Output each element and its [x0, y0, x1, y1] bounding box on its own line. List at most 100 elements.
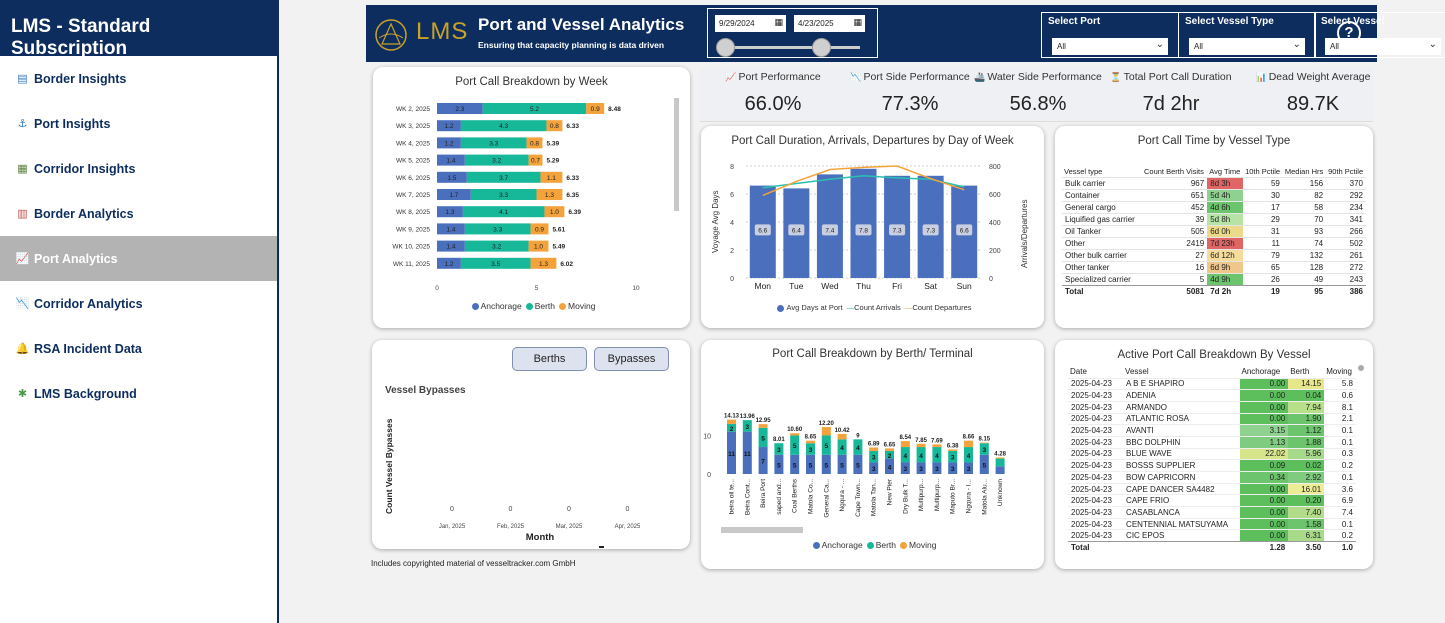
- table-cell: General cargo: [1062, 200, 1142, 213]
- table-cell: 8.1: [1324, 400, 1356, 414]
- anchor-icon: ⚓: [17, 118, 28, 130]
- table-cell: 651: [1142, 188, 1208, 201]
- day-label: Mon: [755, 281, 772, 291]
- bar-a: [437, 240, 465, 252]
- x-tick: 0: [435, 285, 439, 292]
- help-icon[interactable]: ?: [1337, 21, 1361, 45]
- table-cell: 58: [1282, 200, 1327, 213]
- week-label: WK 7, 2025: [396, 192, 430, 199]
- berth-horizontal-scrollbar[interactable]: [721, 527, 803, 533]
- bar-value-label: 3.3: [499, 192, 508, 199]
- active-scroll-indicator[interactable]: [1358, 365, 1364, 371]
- sidebar-item-lms-background[interactable]: ✱ LMS Background: [0, 371, 277, 416]
- berth-bar-label: 3: [745, 424, 749, 431]
- month-label: Feb, 2025: [497, 524, 525, 530]
- bar-total-label: 6.02: [560, 261, 573, 268]
- table-cell: 292: [1326, 188, 1366, 201]
- legend-label: Count Arrivals: [854, 303, 901, 312]
- avg-days-label: 7.4: [825, 227, 834, 234]
- berth-bar-label: 5: [840, 462, 844, 469]
- table-cell: 266: [1326, 224, 1366, 237]
- bar-m: [536, 189, 563, 200]
- table-cell: A B E SHAPIRO: [1123, 377, 1240, 390]
- select-vessel-type-dropdown[interactable]: All ⌄: [1189, 38, 1305, 55]
- bar-value-label: 1.2: [444, 261, 453, 268]
- legend-label: Moving: [568, 301, 596, 311]
- berth-bar-a: [916, 462, 926, 474]
- table-cell: 49: [1282, 272, 1327, 285]
- date-to-input[interactable]: 4/23/2025 ▦: [794, 15, 865, 32]
- date-slider-to-handle[interactable]: [812, 38, 831, 57]
- table-cell: ARMANDO: [1123, 400, 1240, 414]
- weekly-scrollbar[interactable]: [674, 98, 679, 211]
- table-cell: 39: [1142, 212, 1208, 225]
- bar-m: [530, 257, 557, 269]
- berth-bar-a: [821, 454, 831, 474]
- bar-m: [530, 223, 549, 235]
- date-from-input[interactable]: 9/29/2024 ▦: [715, 15, 786, 32]
- bar-total-label: 5.61: [552, 226, 565, 233]
- copyright-note: Includes copyrighted material of vesselt…: [371, 559, 576, 568]
- column-header: Vessel: [1125, 366, 1149, 376]
- data-label-bg: [922, 224, 939, 236]
- berth-total-label: 10.60: [787, 427, 803, 433]
- berth-bar-b: [774, 443, 784, 455]
- berth-bar-label: 3: [951, 455, 955, 462]
- sidebar-item-corridor-insights[interactable]: ▦ Corridor Insights: [0, 146, 277, 191]
- berth-bar-a: [727, 431, 736, 474]
- table-row: Liquified gas carrier 39 5d 8h 29 70 341: [1062, 212, 1366, 225]
- select-port-dropdown[interactable]: All ⌄: [1052, 38, 1168, 55]
- avg-days-bar: [850, 168, 877, 278]
- departures-line: [762, 165, 965, 197]
- table-cell: 6.9: [1324, 494, 1356, 507]
- sidebar-item-border-analytics[interactable]: ▥ Border Analytics: [0, 191, 277, 236]
- berth-bar-b: [995, 458, 1005, 467]
- berth-bar-b: [837, 439, 847, 455]
- chevron-down-icon: ⌄: [1428, 39, 1437, 50]
- sidebar-item-border-insights[interactable]: ▤ Border Insights: [0, 56, 277, 101]
- alarm-icon: 🔔: [15, 343, 30, 355]
- sidebar-item-rsa-incident-data[interactable]: 🔔 RSA Incident Data: [0, 326, 277, 371]
- sidebar-item-port-insights[interactable]: ⚓ Port Insights: [0, 101, 277, 146]
- berth-bar-m: [916, 443, 926, 448]
- sidebar-item-port-analytics[interactable]: 📈 Port Analytics: [0, 236, 277, 281]
- bar-value-label: 1.2: [444, 123, 453, 130]
- table-cell: ADENIA: [1123, 389, 1240, 402]
- date-slider-from-handle[interactable]: [716, 38, 735, 57]
- legend-label: Count Departures: [912, 303, 972, 312]
- table-cell: CASABLANCA: [1123, 506, 1240, 519]
- table-cell: 2.1: [1324, 412, 1356, 425]
- sidebar-item-label: Corridor Analytics: [34, 296, 143, 311]
- kpi-water-side-performance: 🚢 Water Side Performance 56.8%: [968, 67, 1108, 116]
- table-cell: Other bulk carrier: [1062, 248, 1142, 261]
- berth-bar-b: [979, 443, 989, 455]
- berth-bar-label: 3: [967, 466, 971, 473]
- filter-label: Select Port: [1048, 16, 1101, 27]
- bar-b: [470, 189, 537, 200]
- total-cell: 1.0: [1324, 541, 1356, 554]
- table-cell: 341: [1326, 212, 1366, 225]
- berth-bar-a: [742, 431, 752, 474]
- day-label: Sun: [957, 281, 972, 291]
- legend-line: —: [846, 303, 855, 312]
- berth-bar-b: [727, 423, 736, 432]
- berth-name-label: Ngqura - ...: [839, 479, 846, 512]
- select-vessel-filter: Select Vessel All ⌄: [1314, 12, 1445, 58]
- table-cell: 26: [1243, 272, 1283, 285]
- bypass-card: Berths Bypasses Vessel Bypasses Count Ve…: [372, 340, 690, 549]
- berth-total-label: 7.69: [931, 438, 943, 444]
- filter-label: Select Vessel Type: [1185, 16, 1274, 27]
- kpi-label-text: Water Side Performance: [987, 71, 1102, 83]
- bypasses-button[interactable]: Bypasses: [594, 347, 669, 371]
- avg-days-label: 7.3: [926, 227, 935, 234]
- berth-bar-b: [742, 420, 752, 432]
- table-cell: Other: [1062, 236, 1142, 249]
- line-chart-icon: 📈: [15, 253, 30, 265]
- bypass-chart: Count Vessel Bypasses 0 Jan, 2025 0 Feb, 202…: [384, 418, 641, 548]
- table-cell: 29: [1243, 212, 1283, 225]
- sidebar-item-corridor-analytics[interactable]: 📉 Corridor Analytics: [0, 281, 277, 326]
- berth-bar-b: [758, 427, 768, 448]
- week-label: WK 8, 2025: [396, 209, 430, 216]
- table-cell: 0.6: [1324, 389, 1356, 402]
- berths-button[interactable]: Berths: [512, 347, 587, 371]
